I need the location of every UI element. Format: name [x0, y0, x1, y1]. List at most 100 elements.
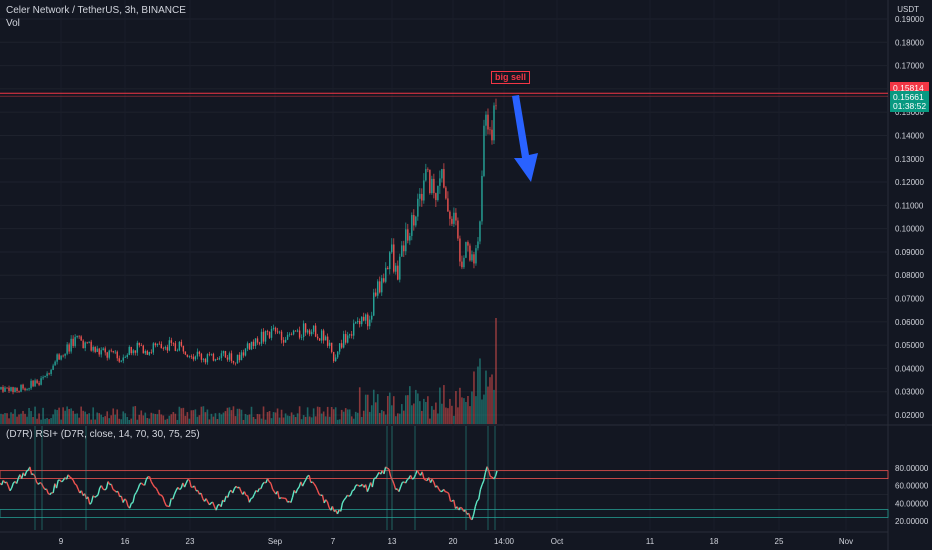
rsi-line-segment — [391, 479, 395, 485]
volume-bar — [108, 418, 111, 424]
volume-bar — [473, 371, 475, 424]
volume-bar — [465, 401, 467, 424]
volume-bar — [324, 416, 327, 424]
candle-body — [447, 198, 449, 212]
volume-bar — [489, 377, 491, 424]
volume-bar — [86, 414, 88, 424]
volume-bar — [258, 414, 261, 424]
candle-body — [154, 343, 157, 346]
rsi-signal-column — [41, 426, 43, 530]
volume-bar — [122, 411, 125, 424]
volume-label[interactable]: Vol — [6, 18, 20, 29]
rsi-line-segment — [114, 490, 117, 493]
volume-bar — [228, 407, 231, 424]
candle-body — [142, 345, 144, 354]
big-sell-annotation[interactable]: big sell — [491, 71, 531, 84]
candle-body — [453, 212, 455, 224]
price-tick-label: 0.13000 — [895, 155, 924, 164]
rsi-line-segment — [39, 482, 42, 485]
symbol-title[interactable]: Celer Network / TetherUS, 3h, BINANCE — [6, 5, 186, 16]
candle-body — [94, 346, 96, 352]
volume-bar — [272, 412, 275, 424]
rsi-line-segment — [402, 481, 405, 484]
candle-body — [6, 387, 8, 389]
volume-bar — [146, 417, 149, 424]
candle-body — [433, 178, 435, 194]
volume-bar — [423, 398, 425, 424]
candle-body — [62, 355, 64, 357]
volume-bar — [352, 418, 355, 424]
rsi-line-segment — [356, 484, 360, 487]
price-tick-label: 0.10000 — [895, 225, 924, 234]
candle-body — [144, 351, 146, 354]
volume-bar — [96, 412, 98, 424]
volume-bar — [88, 413, 90, 424]
rsi-line-segment — [220, 499, 224, 507]
volume-bar — [372, 389, 375, 424]
rsi-line-segment — [350, 490, 354, 496]
rsi-line-segment — [383, 466, 387, 475]
volume-bar — [136, 419, 139, 424]
volume-bar — [390, 405, 393, 424]
candle-body — [30, 380, 32, 389]
candle-body — [210, 353, 213, 355]
volume-bar — [120, 419, 123, 424]
rsi-line-segment — [248, 498, 252, 503]
volume-bar — [16, 416, 18, 424]
volume-bar — [479, 358, 481, 424]
volume-bar — [409, 386, 411, 424]
volume-bar — [445, 407, 447, 424]
candle-body — [66, 344, 68, 354]
rsi-line-segment — [421, 471, 425, 479]
volume-bar — [451, 405, 453, 424]
rsi-line-segment — [29, 466, 33, 475]
volume-bar — [22, 410, 24, 424]
candle-body — [0, 387, 2, 390]
volume-bar — [368, 411, 371, 424]
volume-bar — [441, 403, 443, 424]
candle-body — [493, 105, 495, 141]
volume-bar — [14, 409, 16, 424]
volume-bar — [296, 413, 299, 424]
volume-bar — [399, 413, 401, 424]
volume-bar — [82, 410, 84, 424]
volume-bar — [2, 414, 4, 424]
volume-bar — [413, 403, 415, 424]
volume-bar — [415, 389, 417, 424]
candle-body — [58, 354, 60, 360]
candle-body — [118, 358, 120, 362]
time-tick-label: Sep — [268, 537, 283, 546]
rsi-line-segment — [436, 485, 440, 490]
volume-bar — [206, 409, 209, 424]
rsi-line-segment — [460, 506, 463, 509]
volume-bar — [334, 407, 337, 424]
candle-body — [479, 221, 481, 242]
candle-body — [122, 357, 124, 361]
candle-body — [40, 378, 42, 385]
candle-body — [102, 348, 104, 351]
rsi-line-segment — [399, 482, 403, 488]
rsi-indicator-label[interactable]: (D7R) RSI+ (D7R, close, 14, 70, 30, 75, … — [6, 429, 200, 440]
volume-bar — [344, 408, 347, 424]
candle-body — [288, 334, 291, 335]
rsi-line-segment — [205, 498, 209, 503]
rsi-line-segment — [40, 483, 44, 488]
candle-body — [334, 357, 337, 362]
rsi-line-segment — [355, 484, 358, 487]
rsi-line-segment — [89, 502, 92, 505]
volume-bar — [102, 417, 105, 424]
rsi-line-segment — [90, 495, 94, 503]
rsi-line-segment — [404, 479, 408, 484]
volume-bar — [218, 412, 221, 424]
candle-body — [475, 248, 477, 264]
candle-body — [294, 330, 297, 332]
volume-bar — [234, 416, 237, 424]
volume-bar — [374, 402, 377, 424]
rsi-line-segment — [308, 475, 312, 483]
volume-bar — [453, 415, 455, 424]
volume-bar — [447, 408, 449, 424]
volume-bar — [455, 391, 457, 424]
time-tick-label: Oct — [551, 537, 564, 546]
